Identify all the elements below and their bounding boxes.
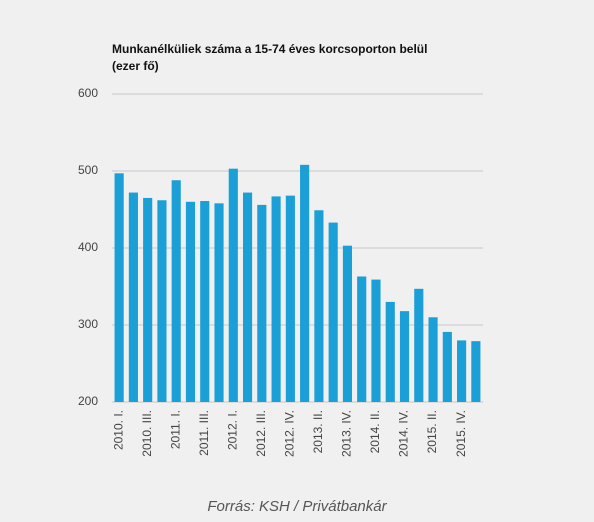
bar — [457, 340, 467, 402]
x-tick-label: 2015. IV. — [454, 410, 468, 457]
bar — [271, 196, 281, 402]
chart-title: Munkanélküliek száma a 15-74 éves korcso… — [112, 42, 427, 56]
x-tick-label: 2013. IV. — [340, 410, 354, 457]
bar — [128, 192, 138, 402]
bar — [114, 173, 124, 402]
bar — [242, 192, 253, 402]
x-tick-label: 2012. IV. — [283, 410, 297, 457]
bar — [357, 276, 367, 402]
bar — [442, 331, 452, 402]
bar — [371, 279, 381, 402]
y-tick-label: 300 — [78, 317, 98, 331]
bar — [185, 201, 196, 402]
x-tick-label: 2010. I. — [111, 410, 125, 450]
bar — [157, 200, 167, 402]
bar — [143, 197, 153, 402]
bar — [471, 341, 481, 402]
bar — [414, 288, 424, 402]
bar — [200, 201, 210, 402]
bar — [285, 195, 295, 402]
x-tick-label: 2014. II. — [368, 410, 382, 453]
y-tick-label: 400 — [78, 240, 98, 254]
bar — [314, 210, 324, 402]
source: Forrás: KSH / Privátbankár — [207, 498, 387, 515]
y-tick-label: 500 — [78, 163, 98, 177]
chart-subtitle: (ezer fő) — [112, 59, 159, 73]
bar — [385, 301, 395, 402]
x-tick-label: 2013. II. — [311, 410, 325, 453]
y-tick-label: 200 — [78, 394, 98, 408]
bar — [257, 204, 267, 402]
bar — [399, 311, 410, 402]
x-tick-label: 2014. IV. — [397, 410, 411, 457]
x-tick-label: 2011. I. — [168, 410, 182, 449]
x-tick-label: 2012. I. — [225, 410, 239, 450]
bar — [328, 222, 338, 402]
bar — [300, 164, 310, 402]
bar — [342, 245, 353, 402]
x-tick-label: 2010. III. — [140, 410, 154, 457]
bar — [171, 180, 181, 402]
bar — [228, 168, 238, 402]
x-tick-label: 2011. III. — [197, 410, 211, 456]
x-tick-label: 2012. III. — [254, 410, 268, 457]
y-tick-label: 600 — [78, 86, 98, 100]
bar — [214, 203, 224, 402]
x-tick-label: 2015. II. — [425, 410, 439, 453]
bar — [428, 317, 438, 402]
